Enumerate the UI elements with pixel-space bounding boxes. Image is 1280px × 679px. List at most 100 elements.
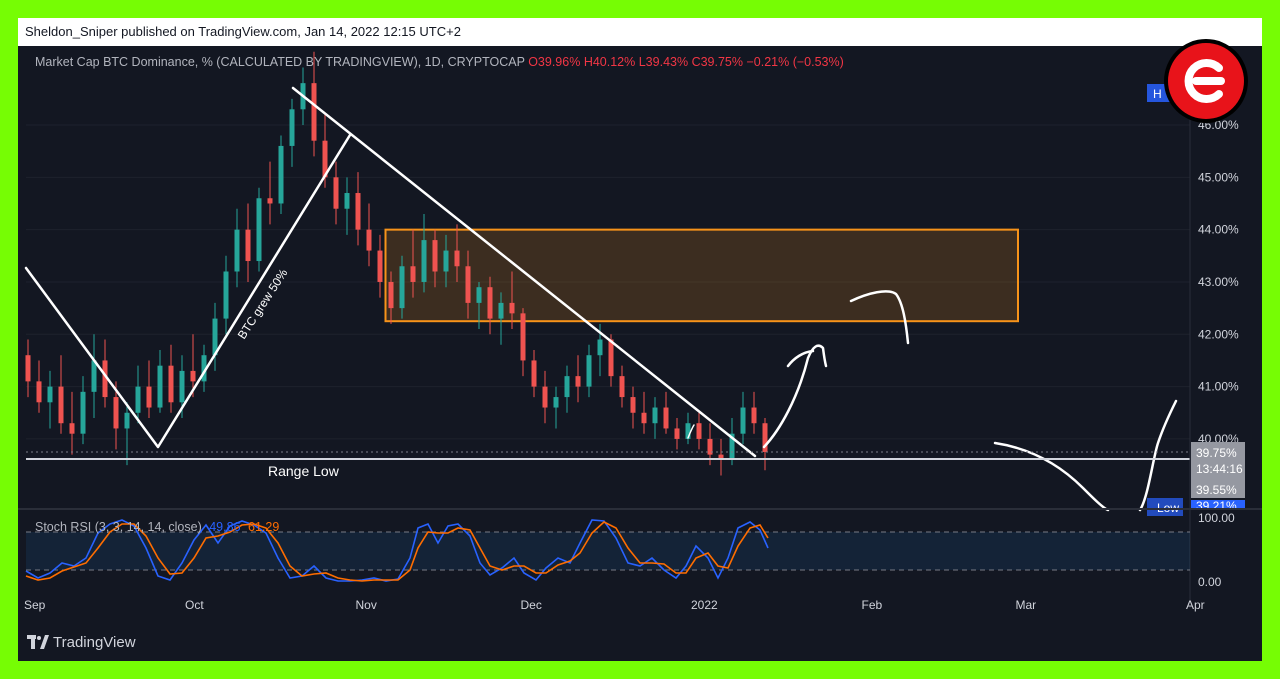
range-low-label: Range Low [268, 463, 340, 479]
candle [47, 370, 53, 429]
candle [674, 417, 680, 450]
candle [157, 349, 163, 413]
candle [542, 370, 548, 424]
candle [641, 391, 647, 434]
stoch-rsi-pane[interactable]: Stoch RSI (3, 3, 14, 14, close) 49.86 61… [25, 511, 1235, 589]
candle [146, 360, 152, 418]
candle [476, 281, 482, 330]
candle [630, 386, 636, 429]
candle [113, 381, 119, 450]
candle-body [289, 109, 295, 146]
candle-body [113, 397, 119, 429]
candle [223, 255, 229, 335]
candle [190, 334, 196, 398]
candle-body [344, 193, 350, 209]
countdown-value: 13:44:16 [1196, 462, 1243, 476]
candle [289, 98, 295, 167]
candle-body [322, 140, 328, 178]
candle-body [509, 302, 515, 314]
candle [212, 302, 218, 371]
price-axis[interactable]: 46.00%45.00%44.00%43.00%42.00%41.00%40.0… [1198, 118, 1239, 446]
candle-body [388, 281, 394, 309]
candle-body [531, 360, 537, 387]
candle-body [641, 412, 647, 424]
price-tick-label: 45.00% [1198, 170, 1239, 184]
candle-body [69, 423, 75, 434]
handdrawn-drop-curve [993, 441, 1110, 512]
symbol-title: Market Cap BTC Dominance, % (CALCULATED … [35, 55, 525, 69]
candle-body [179, 370, 185, 403]
last-price-value: 39.75% [1196, 446, 1237, 460]
time-tick-label: Feb [862, 598, 883, 612]
handdrawn-arrow-up [762, 344, 828, 449]
candle-body [223, 271, 229, 319]
candle [729, 417, 735, 466]
candle-body [80, 391, 86, 434]
candle-body [91, 360, 97, 392]
candle-body [707, 438, 713, 455]
candle-body [553, 397, 559, 408]
publisher-header: Sheldon_Sniper published on TradingView.… [18, 18, 1262, 46]
time-axis[interactable]: Sep Oct Nov Dec 2022 Feb Mar Apr [24, 598, 1205, 612]
candle [553, 386, 559, 429]
candle [575, 355, 581, 403]
tradingview-logo-icon [27, 635, 49, 649]
candle-body [267, 198, 273, 204]
candle-body [146, 386, 152, 408]
candle [344, 177, 350, 235]
candle-body [135, 386, 141, 413]
v-trendline [24, 133, 352, 449]
rsi-k-value: 49.86 [209, 520, 240, 534]
candle [168, 344, 174, 413]
candle-body [245, 229, 251, 262]
candle [410, 229, 416, 298]
candle-body [619, 376, 625, 398]
candle [201, 344, 207, 392]
candle-body [410, 266, 416, 282]
time-tick-label: Mar [1016, 598, 1037, 612]
symbol-legend: Market Cap BTC Dominance, % (CALCULATED … [35, 55, 844, 69]
range-low-price-tag [1191, 480, 1245, 498]
candle-body [432, 240, 438, 272]
candle-body [762, 423, 768, 452]
candle-body [355, 193, 361, 230]
candle [685, 412, 691, 445]
ohlc-high: H40.12% [583, 55, 636, 69]
candle [377, 234, 383, 298]
tradingview-brand: TradingView [53, 634, 136, 651]
handdrawn-arrow-head [786, 349, 815, 368]
candle [586, 344, 592, 398]
handdrawn-bounce-curve [1138, 399, 1178, 512]
candle [520, 308, 526, 377]
time-tick-label: Oct [185, 598, 204, 612]
candle-layer [25, 51, 768, 476]
rsi-band [26, 532, 1190, 570]
candle [399, 255, 405, 319]
handdrawn-peak-curve [849, 290, 910, 345]
candle-body [751, 407, 757, 424]
candle-body [157, 365, 163, 408]
candle-body [520, 313, 526, 361]
candle-body [311, 83, 317, 141]
rsi-d-line [25, 521, 769, 582]
candle [355, 172, 361, 246]
price-tick-label: 44.00% [1198, 223, 1239, 237]
candle [69, 391, 75, 455]
footer: TradingView [18, 626, 1262, 661]
candle [696, 412, 702, 450]
resistance-zone [384, 228, 1019, 323]
ohlc-low: L39.43% [638, 55, 689, 69]
candle-body [234, 229, 240, 272]
time-tick-label: Dec [521, 598, 542, 612]
candle-body [212, 318, 218, 356]
candle [531, 349, 537, 398]
chart-canvas[interactable]: BTC grew 50% Range Low 46.00%45.00%44.00… [18, 18, 1262, 661]
candle-body [663, 407, 669, 429]
rsi-axis-0: 0.00 [1198, 575, 1222, 589]
candle-body [674, 428, 680, 439]
price-tick-label: 43.00% [1198, 275, 1239, 289]
candle [718, 438, 724, 476]
candle [487, 276, 493, 335]
candle-body [696, 423, 702, 439]
price-tick-label: 42.00% [1198, 327, 1239, 341]
